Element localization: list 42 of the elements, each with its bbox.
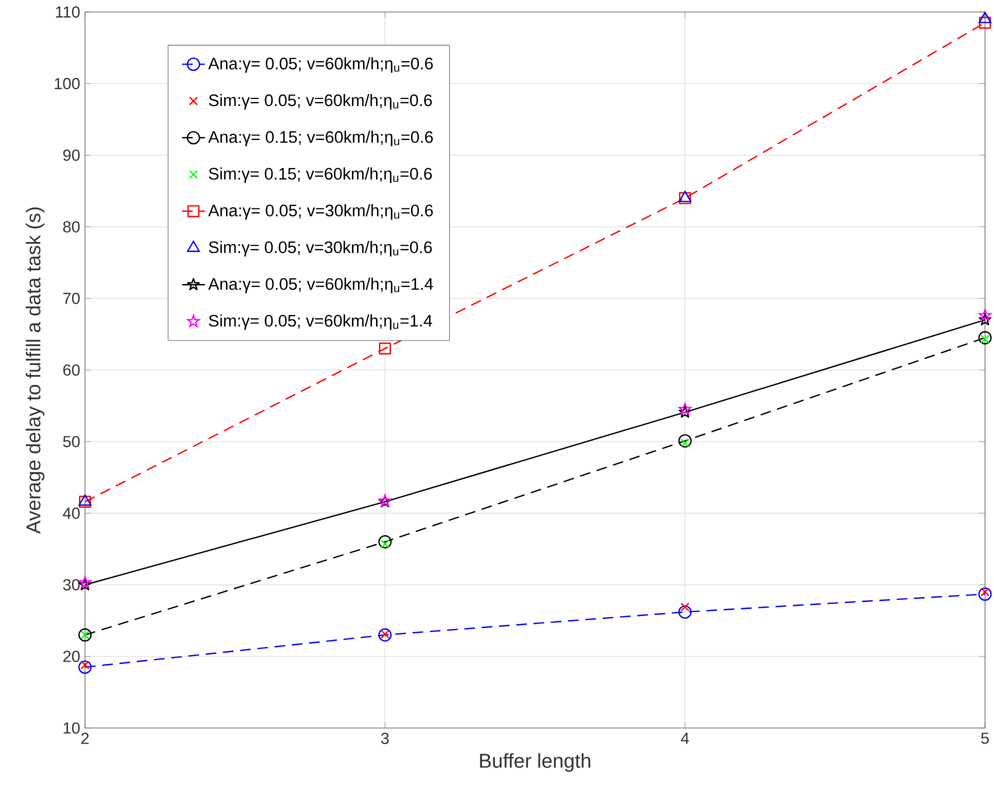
y-tick-label: 90 [63, 150, 80, 161]
point [78, 660, 92, 674]
y-tick-label: 80 [63, 221, 80, 232]
legend-label: Ana:γ= 0.05; v=60km/h;η$_{u}$=1.4 [208, 278, 434, 294]
point [978, 12, 992, 24]
y-tick-label: 110 [56, 6, 80, 18]
point [678, 605, 692, 619]
point [378, 535, 392, 549]
y-tick-label: 20 [63, 650, 80, 662]
point [378, 628, 392, 642]
point [78, 576, 92, 588]
legend-label: Sim:γ= 0.05; v=60km/h;η$_{u}$=0.6 [208, 94, 432, 110]
legend-label: Sim:γ= 0.15; v=60km/h;η$_{u}$=0.6 [208, 167, 432, 183]
y-axis-title: Average delay to fulfill a data task (s) [26, 208, 44, 534]
legend-label: Ana:γ= 0.05; v=60km/h;η$_{u}$=0.6 [208, 57, 433, 73]
y-tick-label: 40 [62, 508, 80, 519]
point [379, 342, 392, 355]
point [978, 313, 992, 326]
y-tick-label: 100 [54, 78, 80, 90]
x-tick-label: 5 [981, 732, 989, 744]
legend-label: Ana:γ= 0.05; v=30km/h;η$_{u}$=0.6 [208, 204, 433, 220]
point [978, 308, 992, 322]
y-tick-label: 60 [63, 364, 80, 376]
point [978, 331, 992, 344]
x-tick-label: 4 [680, 732, 689, 744]
y-tick-label: 50 [63, 436, 80, 448]
x-axis-title: Buffer length [480, 753, 590, 772]
x-tick-label: 3 [381, 732, 389, 744]
x-tick-label: 2 [81, 732, 89, 744]
point [680, 602, 690, 612]
point [979, 16, 992, 29]
point [78, 628, 92, 642]
point [678, 402, 692, 415]
point [678, 434, 692, 448]
point [978, 587, 992, 601]
point [678, 406, 692, 418]
y-tick-label: 10 [64, 722, 80, 734]
y-tick-label: 30 [63, 579, 80, 590]
legend-label: Sim:γ= 0.05; v=60km/h;η$_{u}$=1.4 [208, 314, 432, 330]
legend-label: Sim:γ= 0.05; v=30km/h;η$_{u}$=0.6 [208, 240, 432, 256]
legend-label: Ana:γ= 0.15; v=60km/h;η$_{u}$=0.6 [208, 130, 433, 146]
y-tick-label: 70 [63, 292, 80, 304]
